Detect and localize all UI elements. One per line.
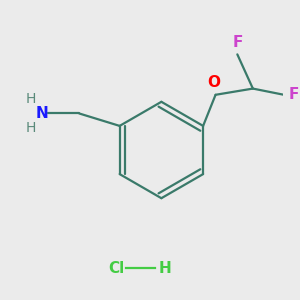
Text: F: F bbox=[232, 35, 242, 50]
Text: H: H bbox=[26, 92, 36, 106]
Text: O: O bbox=[208, 75, 220, 90]
Text: H: H bbox=[26, 121, 36, 135]
Text: N: N bbox=[35, 106, 48, 121]
Text: Cl: Cl bbox=[108, 261, 124, 276]
Text: F: F bbox=[289, 87, 299, 102]
Text: H: H bbox=[158, 261, 171, 276]
